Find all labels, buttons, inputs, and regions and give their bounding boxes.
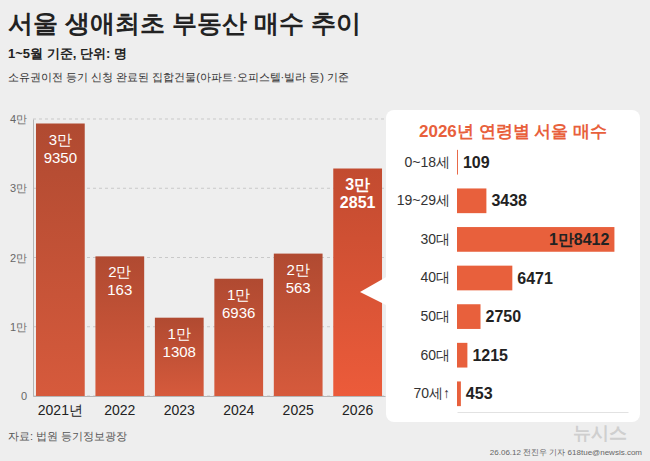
bar xyxy=(457,266,512,291)
tick-label: 0 xyxy=(21,390,27,402)
data-label: 6471 xyxy=(517,270,553,287)
data-label: 1215 xyxy=(472,347,508,364)
bar xyxy=(457,304,481,329)
data-label: 3만2851 xyxy=(340,176,376,211)
y-axis: 0 1만 2만 3만 4만 xyxy=(10,113,34,402)
grid xyxy=(33,119,385,396)
tick-label: 2025 xyxy=(283,402,314,418)
chart-root: 서울 생애최초 부동산 매수 추이 1~5월 기준, 단위: 명소유권이전 등기 … xyxy=(0,0,650,461)
grid-line xyxy=(33,396,385,397)
tick-label: 2023 xyxy=(164,402,195,418)
tick-label: 2024 xyxy=(223,402,254,418)
note: 소유권이전 등기 신청 완료된 집합건물(아파트·오피스텔·빌라 등) 기준 xyxy=(8,71,349,83)
y-axis: 0~18세 19~29세 30대 40대 50대 60대 70세↑ xyxy=(397,154,457,402)
data-label: 2만163 xyxy=(107,263,132,298)
tick: 50대 xyxy=(420,308,457,324)
bar xyxy=(333,169,382,396)
data-label: 1만8412 xyxy=(549,231,610,248)
data-label: 3438 xyxy=(491,192,527,209)
bar xyxy=(214,279,263,396)
tick: 60대 xyxy=(420,347,457,363)
bars xyxy=(457,150,614,406)
tick-label: 2022 xyxy=(104,402,135,418)
tick-label: 19~29세 xyxy=(397,192,450,208)
source: 자료: 법원 등기정보광장 xyxy=(8,430,127,442)
data-label: 1만6936 xyxy=(222,286,255,321)
data-labels: 3만9350 2만163 1만1308 1만6936 2만563 3만2851 xyxy=(44,131,376,360)
bar xyxy=(457,188,486,213)
bar xyxy=(457,227,614,252)
tick-label: 2만 xyxy=(10,252,27,264)
tick: 1만 xyxy=(10,321,33,333)
grid-line xyxy=(33,119,385,120)
tick: 2024 xyxy=(223,396,254,418)
tick: 4만 xyxy=(10,113,33,125)
tick-label: 70세↑ xyxy=(413,385,450,401)
bar xyxy=(457,150,458,175)
panel xyxy=(386,110,640,422)
axis-line xyxy=(458,412,629,413)
tick-label: 0~18세 xyxy=(404,154,450,170)
axis-line xyxy=(34,396,386,397)
bar xyxy=(95,256,144,396)
data-label: 453 xyxy=(466,385,493,402)
tick-label: 2026 xyxy=(342,402,373,418)
tick-label: 3만 xyxy=(10,182,27,194)
tick: 3만 xyxy=(10,182,33,194)
background xyxy=(0,0,650,461)
tick: 2023 xyxy=(164,396,195,418)
callout xyxy=(360,276,388,306)
x-axis: 2021년 2022 2023 2024 2025 2026 xyxy=(34,396,386,418)
tick: 0~18세 xyxy=(404,154,457,170)
tick: 40대 xyxy=(420,269,457,285)
data-label: 3만9350 xyxy=(44,131,77,166)
tick: 2022 xyxy=(104,396,135,418)
axis-line xyxy=(33,120,34,397)
data-label: 1만1308 xyxy=(163,325,196,360)
x-axis xyxy=(458,412,629,413)
tick: 70세↑ xyxy=(413,385,457,401)
main-chart: 서울 생애최초 부동산 매수 추이 1~5월 기준, 단위: 명소유권이전 등기 … xyxy=(8,9,642,457)
tick: 19~29세 xyxy=(397,192,457,208)
tick-label: 60대 xyxy=(420,347,450,363)
inset-chart: 2026년 연령별 서울 매수 0~18세 19~29세 30대 40대 50대 60대 70… xyxy=(360,110,640,422)
bar xyxy=(457,381,461,406)
data-labels: 109 3438 1만8412 6471 2750 1215 453 xyxy=(463,154,610,403)
tick-label: 2021년 xyxy=(38,402,83,418)
data-label: 2만563 xyxy=(286,261,311,296)
tick-label: 50대 xyxy=(420,308,450,324)
bars xyxy=(36,124,382,396)
tick-label: 40대 xyxy=(420,269,450,285)
grid-line xyxy=(33,326,385,327)
tick-label: 30대 xyxy=(420,231,450,247)
tick: 2021년 xyxy=(38,396,83,418)
bar xyxy=(36,124,85,396)
bar xyxy=(155,318,204,396)
bar xyxy=(274,254,323,396)
tick: 30대 xyxy=(420,231,457,247)
data-label: 2750 xyxy=(486,308,522,325)
subtitle: 1~5월 기준, 단위: 명 xyxy=(8,46,127,61)
tick: 2만 xyxy=(10,252,33,264)
tick: 2026 xyxy=(342,396,373,418)
credit: 26.06.12 전진우 기자 618tue@newsis.com xyxy=(490,448,643,457)
title: 서울 생애최초 부동산 매수 추이 xyxy=(8,9,361,37)
watermark: 뉴시스 xyxy=(573,423,627,443)
grid-line xyxy=(33,257,385,258)
tick: 0 xyxy=(21,390,33,402)
data-label: 109 xyxy=(463,154,490,171)
tick: 2025 xyxy=(283,396,314,418)
tick-label: 1만 xyxy=(10,321,27,333)
grid-line xyxy=(33,188,385,189)
title: 2026년 연령별 서울 매수 xyxy=(419,122,607,141)
tick-label: 4만 xyxy=(10,113,27,125)
bar xyxy=(457,343,467,368)
